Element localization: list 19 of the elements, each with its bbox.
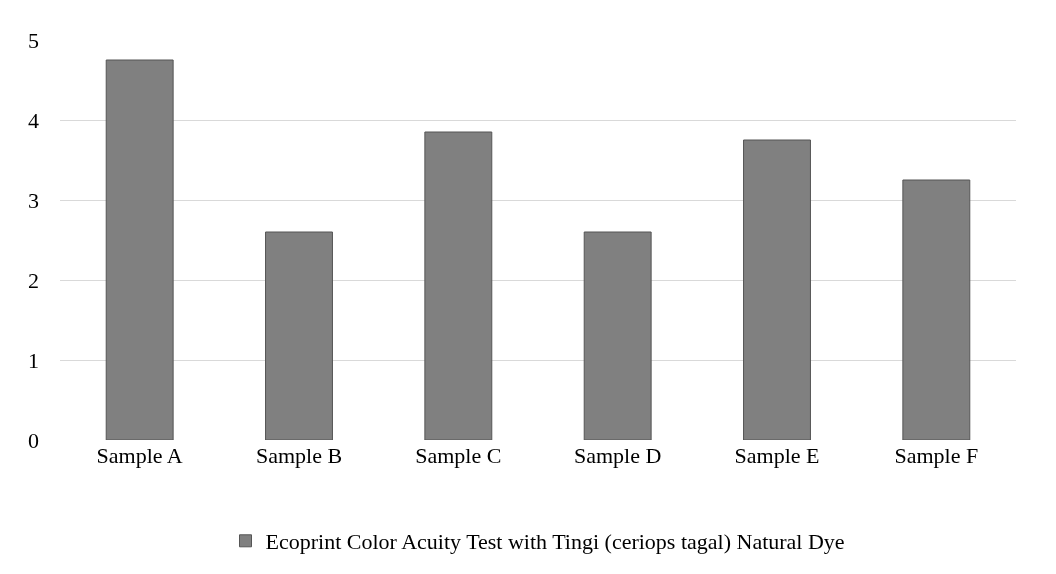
- x-tick-label: Sample A: [96, 443, 183, 468]
- bar: [583, 231, 652, 440]
- bar: [902, 179, 971, 440]
- x-tick-label: Sample F: [894, 443, 979, 468]
- legend-label: Ecoprint Color Acuity Test with Tingi (ceriops tagal) Natural Dye: [265, 529, 845, 555]
- x-tick-label: Sample E: [734, 443, 820, 468]
- x-tick-label: Sample C: [415, 443, 502, 468]
- y-tick-label: 5: [28, 27, 39, 53]
- bar: [424, 131, 493, 440]
- y-tick-label: 4: [28, 107, 39, 133]
- bar: [265, 231, 333, 440]
- x-tick-label: Sample B: [255, 443, 343, 468]
- bar: [105, 59, 174, 440]
- x-tick-label: Sample D: [573, 443, 662, 468]
- y-tick-label: 3: [28, 187, 39, 213]
- y-tick-label: 0: [28, 427, 39, 453]
- y-tick-label: 1: [28, 347, 39, 373]
- y-tick-label: 2: [28, 267, 39, 293]
- bar: [743, 139, 811, 440]
